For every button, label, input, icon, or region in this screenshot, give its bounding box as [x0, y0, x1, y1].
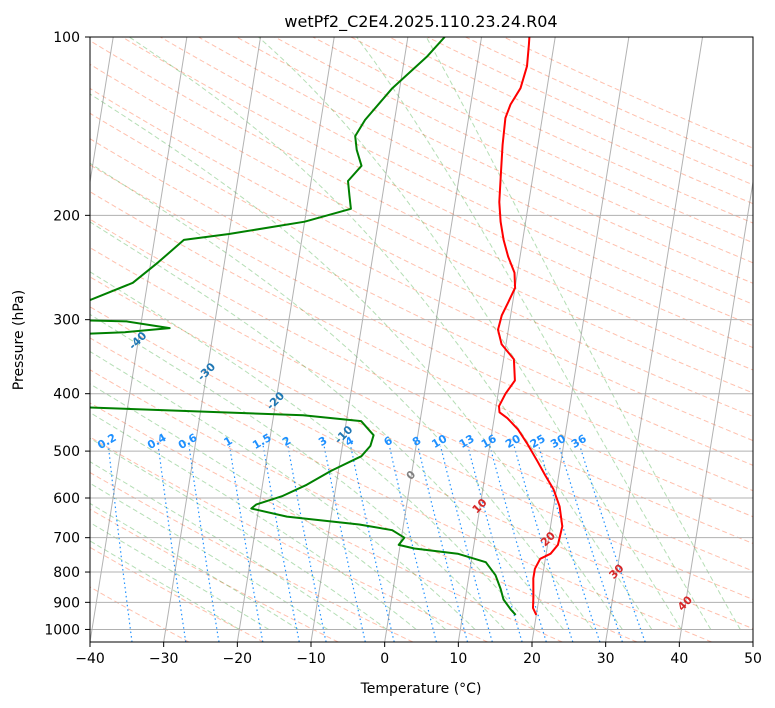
moist-adiabat — [258, 37, 682, 630]
moist-adiabat — [356, 37, 712, 630]
dry-adiabat — [90, 164, 753, 492]
dewpoint-profile — [90, 406, 517, 616]
mixing-ratio-line — [229, 445, 264, 642]
moist-adiabat — [90, 540, 240, 630]
isotherm-line — [90, 37, 188, 642]
x-tick-label: 10 — [449, 651, 467, 667]
x-tick-label: −20 — [223, 651, 253, 667]
y-tick-label: 200 — [53, 208, 80, 224]
plot-area: -100-90-80-70-60-50-40-30-20-10010203040… — [90, 37, 753, 642]
moist-adiabat — [90, 162, 594, 630]
chart-title: wetPf2_C2E4.2025.110.23.24.R04 — [284, 12, 557, 32]
x-tick-label: −30 — [149, 651, 179, 667]
x-tick-label: −10 — [296, 651, 326, 667]
mixing-ratio-line — [388, 445, 437, 642]
y-tick-label: 700 — [53, 531, 80, 547]
moist-adiabat — [90, 313, 505, 630]
dry-adiabat — [90, 40, 753, 371]
dry-adiabat — [90, 306, 753, 630]
x-tick-label: 50 — [744, 651, 762, 667]
isotherm-line — [531, 37, 630, 642]
dry-adiabat — [90, 218, 753, 545]
moist-adiabat — [129, 37, 653, 630]
dry-adiabat — [90, 337, 712, 642]
mixing-ratio-line — [350, 445, 395, 642]
mixing-ratio-line — [323, 445, 366, 642]
moist-adiabats-layer — [90, 37, 741, 630]
isotherm-line — [605, 37, 704, 642]
moist-adiabat — [90, 461, 358, 630]
moist-adiabat — [90, 437, 387, 630]
x-tick-label: 20 — [523, 651, 541, 667]
dry-adiabat — [90, 546, 264, 642]
isotherm-line — [678, 178, 753, 642]
x-axis-ticks: −40 −30 −20 −10 0 10 20 30 40 50 — [75, 642, 762, 667]
moist-adiabat — [90, 383, 446, 630]
temperature-profile — [497, 37, 564, 616]
x-axis-label: Temperature (°C) — [360, 681, 482, 697]
moist-adiabat — [90, 271, 535, 630]
isotherm-line — [310, 37, 409, 642]
isotherm-line — [457, 37, 556, 642]
dry-adiabat — [90, 471, 414, 642]
sounding-profiles-layer — [90, 37, 564, 616]
moist-adiabat — [90, 93, 623, 630]
dry-adiabat — [159, 37, 753, 327]
x-tick-label: −40 — [75, 651, 105, 667]
y-axis-label: Pressure (hPa) — [11, 290, 27, 390]
dry-adiabat — [121, 37, 753, 349]
y-tick-label: 1000 — [44, 622, 80, 638]
moist-adiabat — [90, 411, 417, 630]
pressure-grid-layer — [90, 37, 753, 630]
moist-adiabat — [90, 521, 270, 630]
dry-adiabat — [90, 436, 488, 642]
dry-adiabat — [197, 37, 753, 305]
mixing-ratio-line — [513, 445, 574, 642]
x-tick-label: 40 — [670, 651, 688, 667]
mixing-ratio-line — [262, 445, 300, 642]
dry-adiabat — [90, 276, 753, 600]
mixing-ratio-line — [538, 445, 601, 642]
mixing-ratio-line — [188, 445, 220, 642]
y-tick-label: 600 — [53, 491, 80, 507]
y-tick-label: 300 — [53, 313, 80, 329]
x-tick-label: 0 — [380, 651, 389, 667]
moist-adiabat — [425, 37, 741, 630]
isotherm-line — [236, 37, 335, 642]
isotherms-layer — [90, 37, 753, 642]
y-tick-label: 500 — [53, 444, 80, 460]
dry-adiabat — [90, 369, 638, 642]
isotherm-line — [163, 37, 262, 642]
mixing-ratio-line — [489, 445, 547, 642]
y-tick-label: 100 — [53, 30, 80, 46]
y-tick-label: 400 — [53, 387, 80, 403]
y-tick-label: 900 — [53, 595, 80, 611]
y-tick-label: 800 — [53, 565, 80, 581]
moist-adiabat — [90, 350, 476, 630]
dewpoint-profile — [90, 37, 446, 335]
plot-frame — [89, 36, 754, 643]
y-axis-ticks: 100 200 300 400 500 600 700 800 900 1000 — [44, 30, 90, 638]
dry-adiabat — [90, 191, 753, 518]
isotherm-line — [90, 37, 114, 186]
x-tick-label: 30 — [597, 651, 615, 667]
